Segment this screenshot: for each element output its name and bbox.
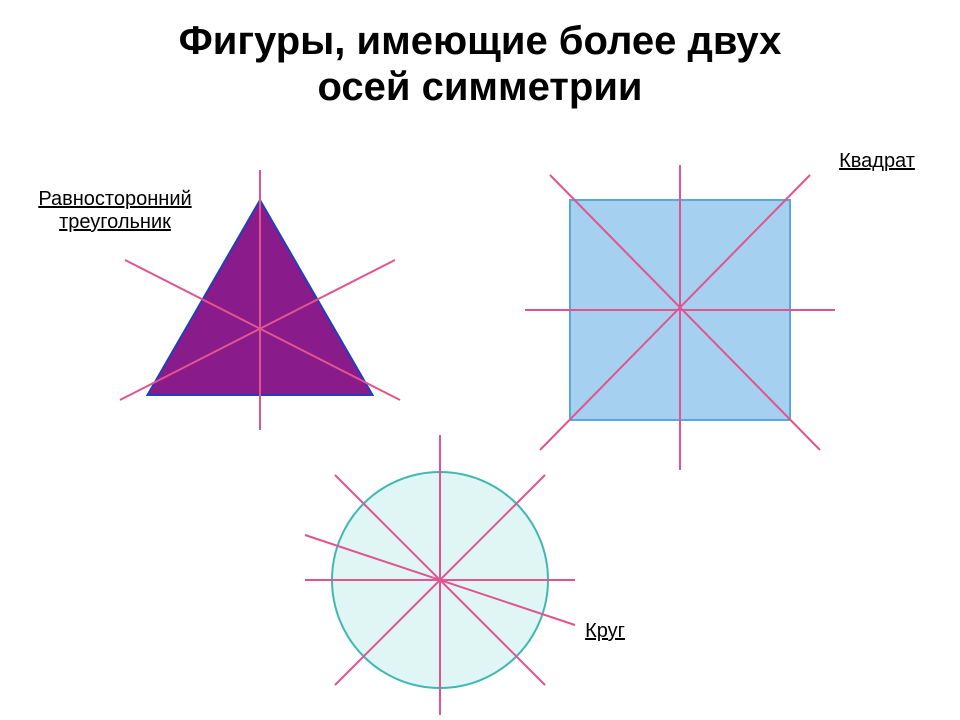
title-line2: осей симметрии bbox=[317, 65, 642, 109]
diagram-canvas: Фигуры, имеющие более двух осей симметри… bbox=[0, 0, 960, 720]
label-square: Квадрат bbox=[822, 150, 932, 173]
title-line1: Фигуры, имеющие более двух bbox=[179, 19, 782, 63]
figure-circle bbox=[290, 430, 590, 720]
page-title: Фигуры, имеющие более двух осей симметри… bbox=[0, 18, 960, 110]
label-circle: Круг bbox=[575, 620, 635, 643]
label-triangle: Равносторонний треугольник bbox=[25, 188, 205, 234]
